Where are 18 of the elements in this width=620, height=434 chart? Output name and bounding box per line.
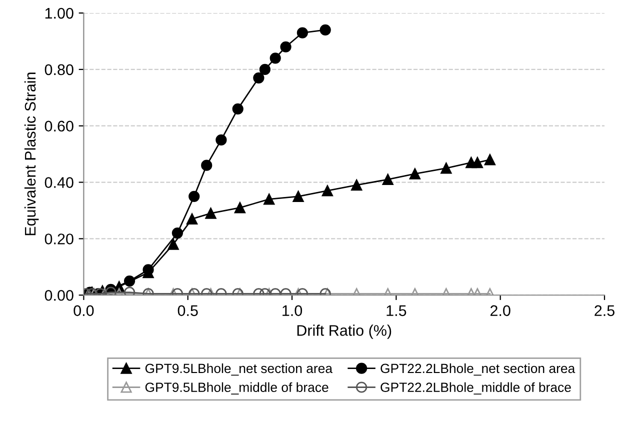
x-tick-label: 1.5 (386, 305, 406, 316)
y-tick-label: 0.40 (44, 177, 74, 188)
legend-label: GPT9.5LBhole_middle of brace (145, 382, 328, 394)
y-tick-label: 0.00 (44, 290, 74, 301)
x-axis-title: Drift Ratio (%) (297, 324, 392, 339)
x-tick-label: 1.0 (282, 305, 302, 316)
legend-label: GPT22.2LBhole_middle of brace (380, 382, 571, 394)
x-tick-label: 0.5 (178, 305, 198, 316)
legend-label: GPT22.2LBhole_net section area (380, 363, 576, 376)
y-tick-label: 0.60 (44, 120, 74, 132)
legend-label: GPT9.5LBhole_net section area (145, 363, 333, 376)
x-tick-label: 2.5 (594, 305, 614, 316)
x-tick-label: 0.0 (74, 305, 94, 316)
y-tick-label: 0.80 (44, 64, 74, 76)
y-tick-label: 0.20 (44, 234, 74, 244)
y-tick-label: 1.00 (45, 8, 74, 19)
y-axis-title: Equivalent Plastic Strain (24, 72, 39, 236)
x-tick-label: 2.0 (490, 305, 510, 316)
